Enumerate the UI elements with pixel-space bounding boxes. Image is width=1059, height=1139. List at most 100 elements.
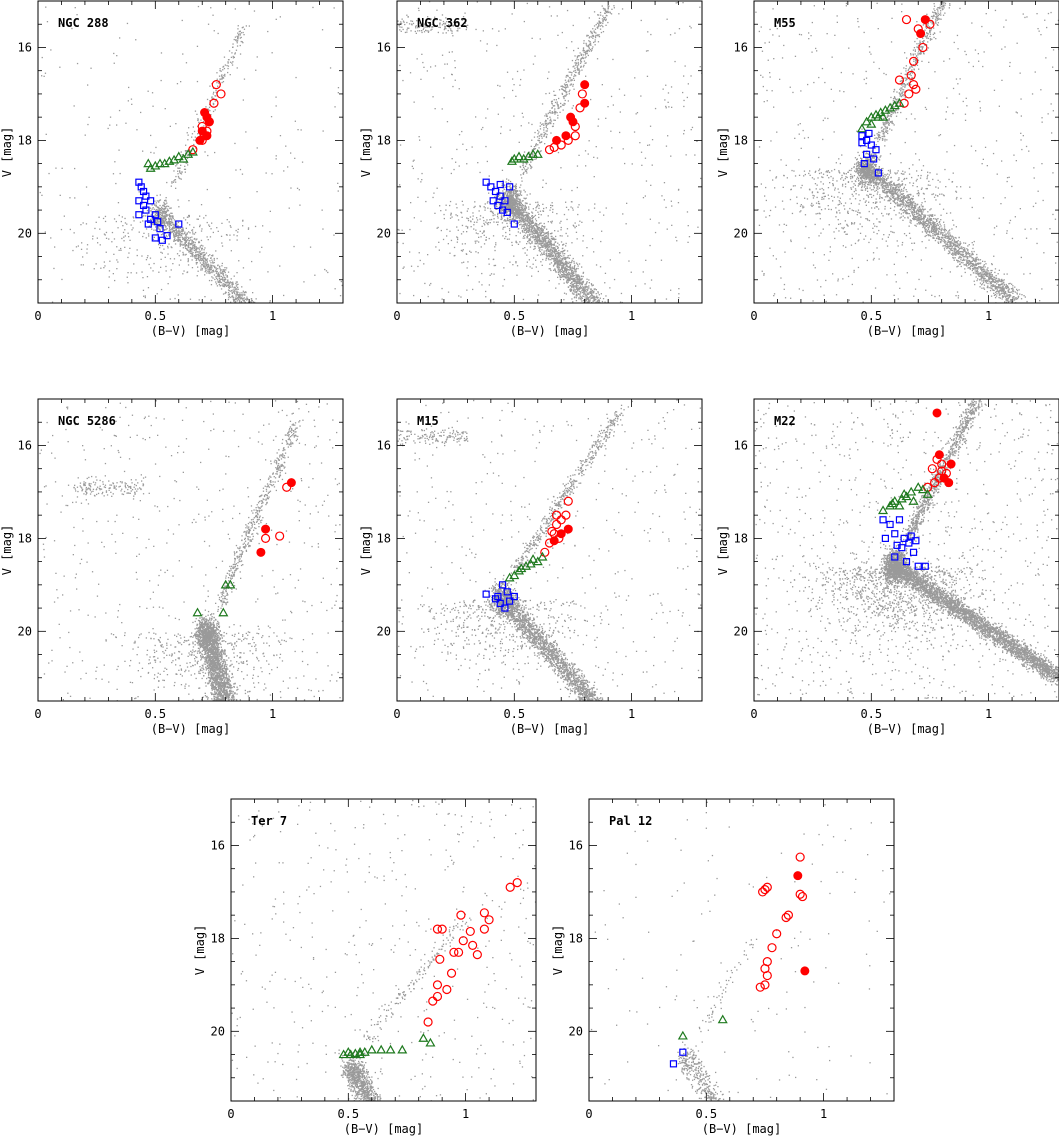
field-star	[561, 268, 563, 271]
field-star	[236, 290, 238, 292]
field-star	[208, 266, 210, 269]
field-star	[524, 234, 526, 236]
field-star	[553, 90, 555, 92]
field-star	[526, 228, 528, 231]
field-star	[521, 220, 524, 222]
field-star	[546, 115, 548, 117]
field-star	[193, 247, 196, 250]
field-star	[547, 231, 549, 234]
field-star	[231, 283, 233, 285]
field-star	[147, 233, 150, 235]
field-star	[80, 264, 82, 266]
field-star	[427, 16, 429, 18]
field-star	[240, 36, 242, 39]
field-star	[642, 271, 644, 273]
field-star	[397, 241, 399, 244]
field-star	[587, 49, 590, 51]
field-star	[189, 243, 192, 245]
field-star	[237, 231, 239, 233]
field-star	[580, 57, 582, 60]
field-star	[223, 285, 226, 288]
field-star	[163, 229, 166, 232]
field-star	[557, 256, 560, 258]
field-star	[503, 209, 505, 211]
field-star	[690, 27, 692, 29]
field-star	[539, 135, 541, 137]
field-star	[251, 305, 252, 306]
field-star	[111, 241, 113, 243]
field-star	[154, 204, 156, 206]
field-star	[379, 221, 380, 222]
field-star	[526, 220, 529, 223]
plot-frame	[37, 0, 344, 304]
field-star	[175, 239, 178, 241]
field-star	[494, 249, 496, 252]
field-star	[551, 220, 553, 222]
field-star	[605, 295, 607, 297]
turnoff-square-marker	[175, 220, 183, 228]
field-star	[178, 206, 180, 208]
field-star	[193, 130, 196, 133]
field-star	[592, 28, 594, 30]
field-star	[597, 118, 600, 120]
field-star	[582, 290, 585, 292]
field-star	[527, 156, 529, 158]
field-star	[181, 243, 183, 245]
field-star	[201, 247, 203, 250]
field-star	[288, 207, 290, 209]
field-star	[231, 295, 233, 297]
field-star	[480, 128, 483, 131]
field-star	[504, 186, 507, 188]
field-star	[504, 198, 506, 200]
field-star	[176, 232, 178, 234]
field-star	[210, 269, 212, 271]
field-star	[581, 69, 583, 71]
field-star	[98, 216, 100, 218]
field-star	[234, 53, 236, 55]
field-star	[592, 34, 594, 37]
field-star	[215, 89, 217, 92]
field-star	[525, 215, 527, 217]
field-star	[167, 245, 169, 248]
field-star	[123, 236, 125, 238]
field-star	[206, 221, 208, 224]
field-star	[191, 241, 193, 243]
field-star	[229, 239, 231, 241]
field-star	[568, 273, 571, 276]
field-star	[173, 233, 175, 235]
field-star	[516, 217, 518, 219]
field-star	[550, 15, 552, 17]
field-star	[553, 237, 555, 239]
field-star	[450, 172, 452, 175]
field-star	[522, 231, 524, 233]
field-star	[155, 226, 157, 228]
field-star	[644, 157, 647, 159]
field-star	[517, 208, 519, 210]
field-star	[201, 259, 203, 261]
field-star	[189, 155, 191, 157]
field-star	[584, 150, 587, 152]
field-star	[205, 269, 207, 271]
field-star	[520, 227, 523, 229]
field-star	[548, 259, 550, 261]
field-star	[494, 214, 496, 216]
field-star	[216, 271, 218, 273]
field-star	[406, 31, 408, 33]
field-star	[567, 274, 569, 276]
field-star	[573, 286, 575, 288]
field-star	[573, 280, 576, 282]
field-star	[198, 260, 201, 262]
field-star	[523, 224, 525, 226]
field-star	[50, 49, 52, 51]
field-star	[607, 11, 609, 14]
field-star	[559, 278, 562, 281]
field-star	[558, 244, 560, 246]
field-star	[232, 298, 234, 300]
field-star	[571, 59, 574, 62]
field-star	[545, 253, 547, 255]
field-star	[255, 69, 257, 71]
field-star	[548, 280, 550, 282]
field-star	[583, 293, 585, 295]
field-star	[579, 62, 582, 64]
field-star	[566, 279, 568, 281]
